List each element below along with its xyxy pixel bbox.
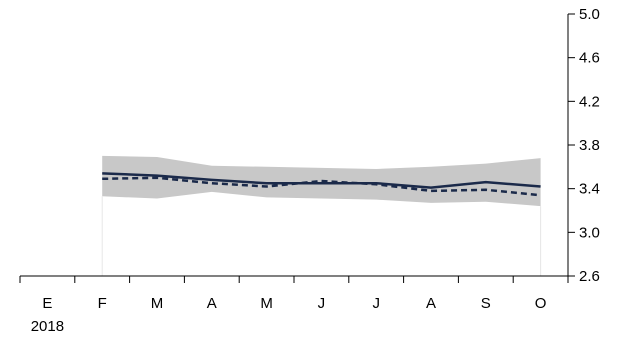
x-tick-label: A [426,295,436,312]
band-layer [101,155,542,276]
x-tick-label: S [481,295,491,312]
series-line-solid [102,172,541,189]
x-tick-label: M [151,295,164,312]
x-tick-label: O [535,295,547,312]
y-tick-label: 4.2 [579,93,600,110]
y-tick-label: 4.6 [579,50,600,67]
x-tick-label: J [372,295,380,312]
axis-layer [19,13,575,283]
x-tick-label: M [260,295,273,312]
x-tick-label: F [98,295,107,312]
y-tick-label: 3.4 [579,181,600,198]
x-tick-label: A [207,295,217,312]
y-tick-label: 2.6 [579,268,600,285]
y-tick-label: 3.0 [579,224,600,241]
x-tick-label: E [42,295,52,312]
series-line-dashed [102,176,541,197]
y-tick-label: 3.8 [579,137,600,154]
x-year-label: 2018 [31,318,64,335]
label-layer: 5.0 4.6 4.2 3.8 3.4 3.0 2.6 E F M A M J J A S O 2018 [31,6,600,335]
series-layer [102,172,541,197]
x-tick-label: J [318,295,326,312]
confidence-band [102,155,541,207]
y-tick-label: 5.0 [579,6,600,23]
